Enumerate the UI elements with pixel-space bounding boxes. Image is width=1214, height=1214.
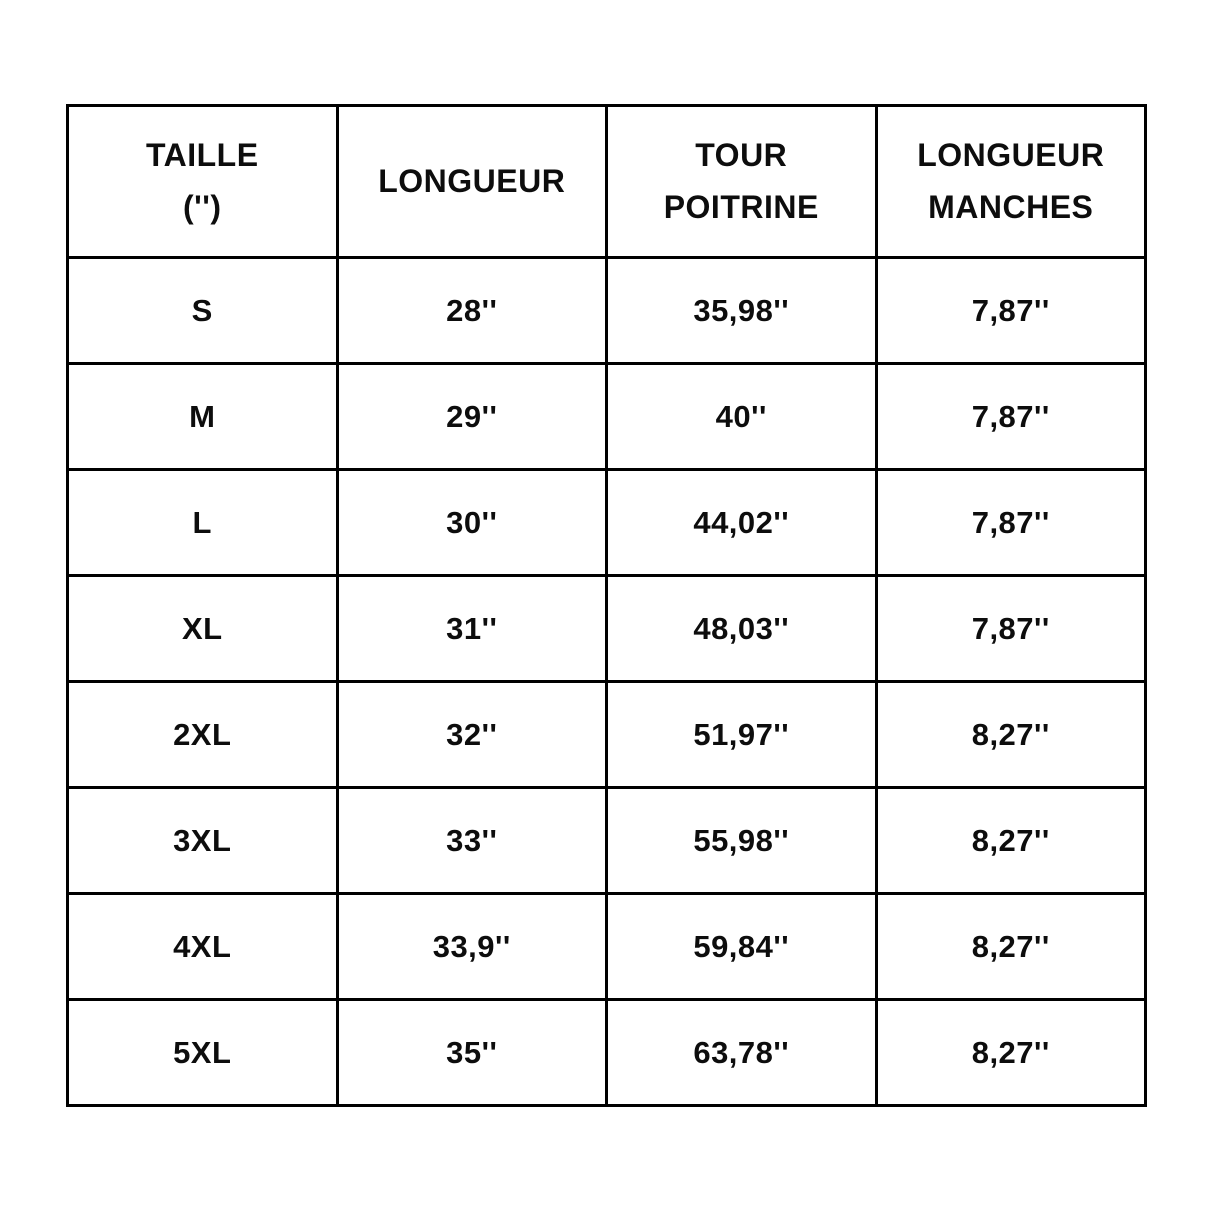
cell-size: 3XL — [66, 786, 339, 895]
table-row-l: L 30'' 44,02'' 7,87'' — [66, 468, 1147, 577]
cell-size: M — [66, 362, 339, 471]
cell-longueur: 31'' — [335, 574, 608, 683]
cell-longueur-manches: 8,27'' — [874, 998, 1147, 1107]
cell-tour-poitrine: 48,03'' — [605, 574, 878, 683]
size-chart-table: TAILLE ('') LONGUEUR TOUR POITRINE LONGU… — [66, 104, 1147, 1107]
cell-size: S — [66, 256, 339, 365]
cell-tour-poitrine: 55,98'' — [605, 786, 878, 895]
header-row: TAILLE ('') LONGUEUR TOUR POITRINE LONGU… — [66, 104, 1147, 259]
header-cell-longueur: LONGUEUR — [335, 104, 608, 259]
table-row-s: S 28'' 35,98'' 7,87'' — [66, 256, 1147, 365]
header-cell-taille: TAILLE ('') — [66, 104, 339, 259]
cell-longueur: 35'' — [335, 998, 608, 1107]
cell-longueur-manches: 7,87'' — [874, 256, 1147, 365]
cell-tour-poitrine: 63,78'' — [605, 998, 878, 1107]
cell-tour-poitrine: 59,84'' — [605, 892, 878, 1001]
table-row-2xl: 2XL 32'' 51,97'' 8,27'' — [66, 680, 1147, 789]
cell-size: L — [66, 468, 339, 577]
cell-longueur: 33,9'' — [335, 892, 608, 1001]
cell-longueur: 29'' — [335, 362, 608, 471]
cell-size: 2XL — [66, 680, 339, 789]
cell-longueur-manches: 7,87'' — [874, 362, 1147, 471]
cell-tour-poitrine: 44,02'' — [605, 468, 878, 577]
cell-longueur-manches: 8,27'' — [874, 680, 1147, 789]
cell-longueur-manches: 7,87'' — [874, 574, 1147, 683]
header-cell-longueur-manches: LONGUEUR MANCHES — [874, 104, 1147, 259]
cell-size: 4XL — [66, 892, 339, 1001]
cell-longueur-manches: 8,27'' — [874, 786, 1147, 895]
cell-longueur: 28'' — [335, 256, 608, 365]
cell-longueur: 32'' — [335, 680, 608, 789]
cell-tour-poitrine: 35,98'' — [605, 256, 878, 365]
cell-tour-poitrine: 40'' — [605, 362, 878, 471]
table-row-4xl: 4XL 33,9'' 59,84'' 8,27'' — [66, 892, 1147, 1001]
cell-longueur-manches: 8,27'' — [874, 892, 1147, 1001]
table-row-3xl: 3XL 33'' 55,98'' 8,27'' — [66, 786, 1147, 895]
table-row-m: M 29'' 40'' 7,87'' — [66, 362, 1147, 471]
cell-tour-poitrine: 51,97'' — [605, 680, 878, 789]
cell-longueur: 30'' — [335, 468, 608, 577]
cell-longueur-manches: 7,87'' — [874, 468, 1147, 577]
header-cell-tour-poitrine: TOUR POITRINE — [605, 104, 878, 259]
cell-size: XL — [66, 574, 339, 683]
cell-size: 5XL — [66, 998, 339, 1107]
cell-longueur: 33'' — [335, 786, 608, 895]
table-row-xl: XL 31'' 48,03'' 7,87'' — [66, 574, 1147, 683]
table-row-5xl: 5XL 35'' 63,78'' 8,27'' — [66, 998, 1147, 1107]
